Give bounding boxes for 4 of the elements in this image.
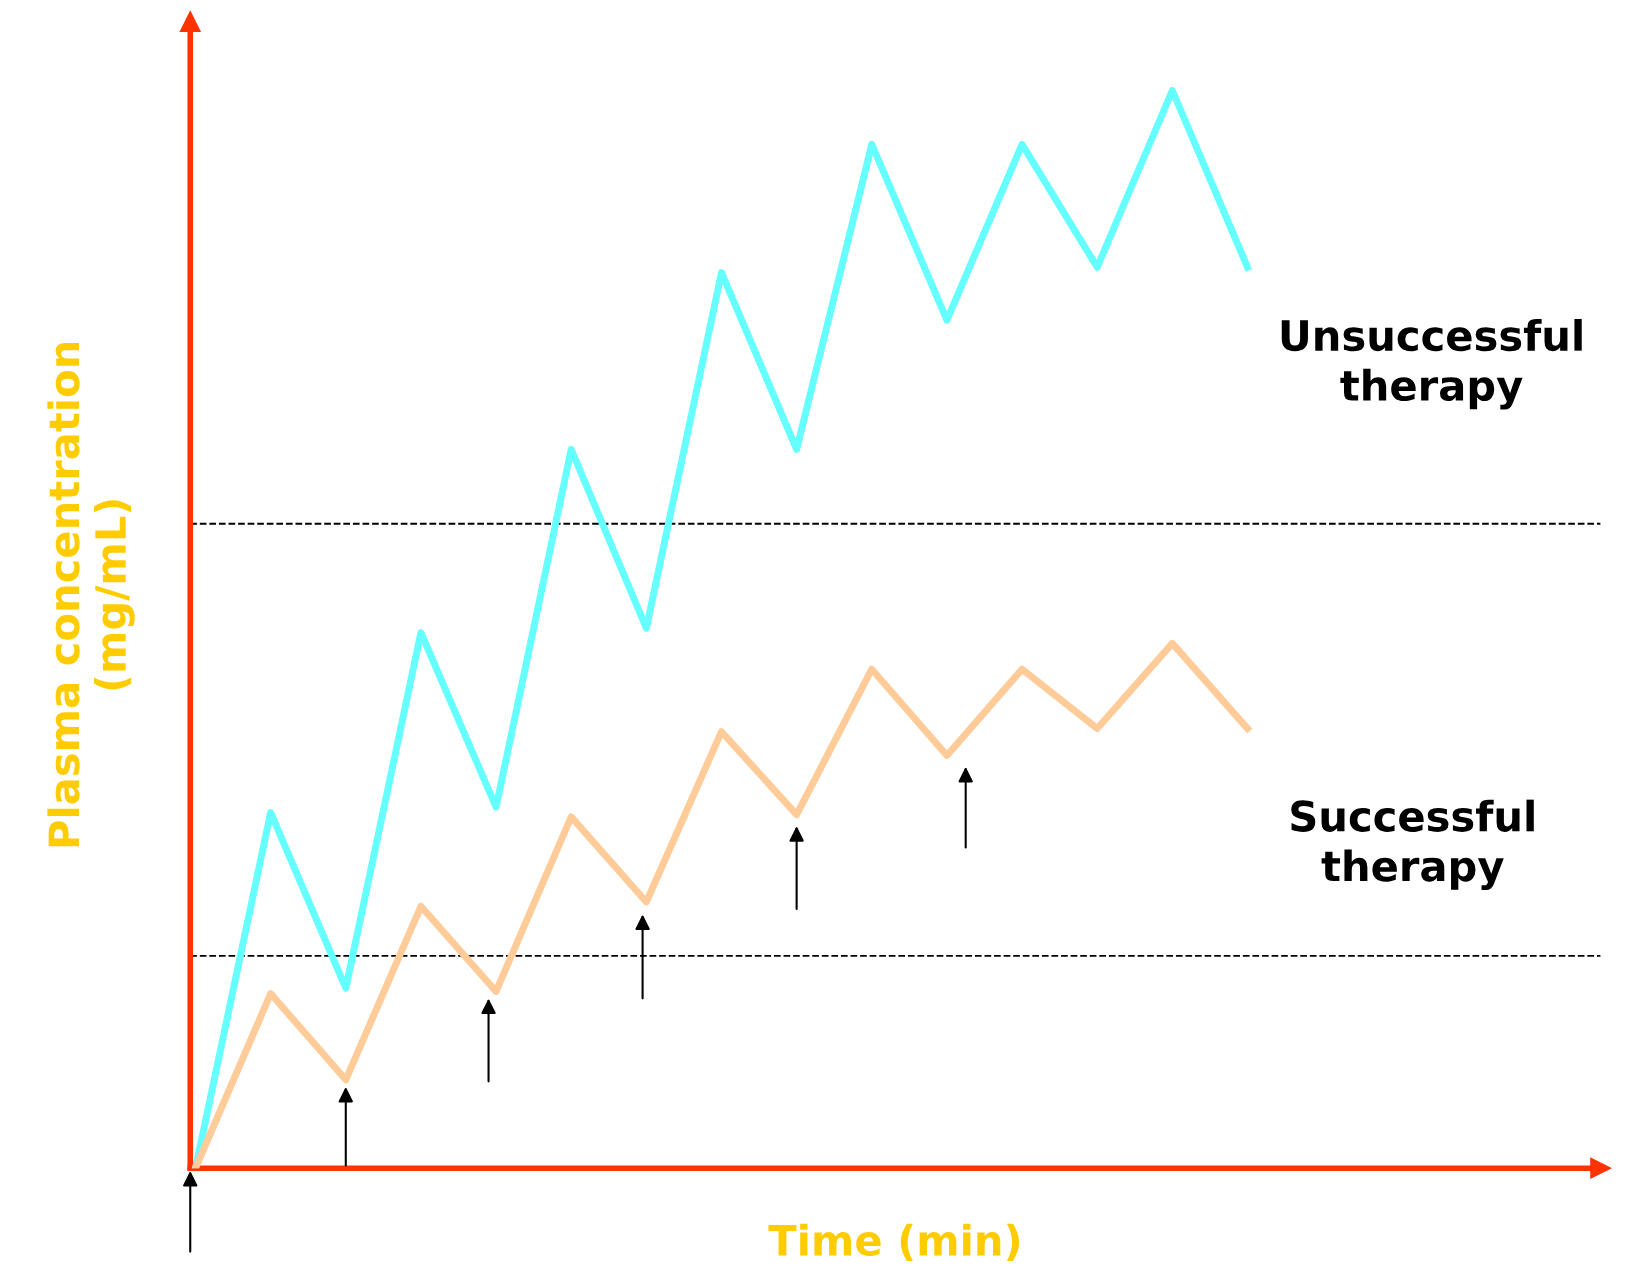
y-axis-title: Plasma concentration (mg/mL)	[47, 342, 135, 847]
text: Successful therapy	[1291, 799, 1534, 891]
series-label: Unsuccessful therapy	[1281, 319, 1582, 410]
x-axis-title: Time (min)	[768, 1223, 1020, 1261]
